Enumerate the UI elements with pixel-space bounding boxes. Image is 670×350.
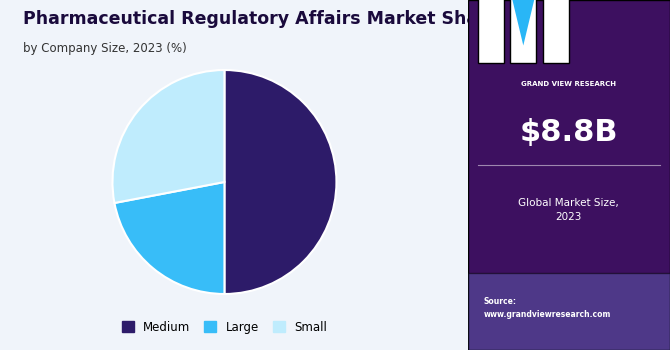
Legend: Medium, Large, Small: Medium, Large, Small	[117, 316, 332, 338]
Polygon shape	[511, 0, 535, 46]
Wedge shape	[224, 70, 336, 294]
Text: $8.8B: $8.8B	[519, 119, 618, 147]
Text: Pharmaceutical Regulatory Affairs Market Share: Pharmaceutical Regulatory Affairs Market…	[23, 10, 499, 28]
FancyBboxPatch shape	[510, 0, 537, 63]
FancyBboxPatch shape	[468, 273, 670, 350]
Text: Source:
www.grandviewresearch.com: Source: www.grandviewresearch.com	[484, 297, 611, 319]
Wedge shape	[115, 182, 224, 294]
Text: by Company Size, 2023 (%): by Company Size, 2023 (%)	[23, 42, 187, 55]
FancyBboxPatch shape	[478, 0, 504, 63]
FancyBboxPatch shape	[468, 0, 670, 350]
Wedge shape	[113, 70, 224, 203]
FancyBboxPatch shape	[543, 0, 569, 63]
Text: GRAND VIEW RESEARCH: GRAND VIEW RESEARCH	[521, 80, 616, 86]
Text: Global Market Size,
2023: Global Market Size, 2023	[519, 198, 619, 222]
